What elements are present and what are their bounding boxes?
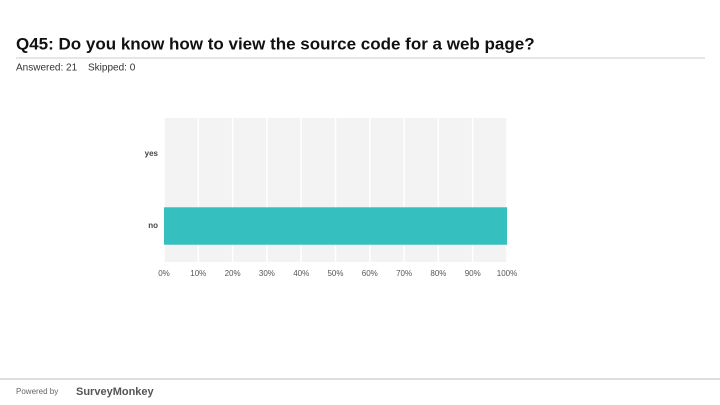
x-tick-label: 20% [225, 269, 241, 278]
x-tick-label: 90% [465, 269, 481, 278]
bar [164, 207, 507, 245]
x-tick-label: 10% [190, 269, 206, 278]
y-tick-label: yes [145, 149, 159, 158]
x-tick-label: 40% [293, 269, 309, 278]
x-tick-label: 0% [158, 269, 170, 278]
x-tick-label: 100% [497, 269, 517, 278]
brand: SurveyMonkey [76, 386, 155, 398]
x-tick-label: 70% [396, 269, 412, 278]
x-tick-label: 80% [430, 269, 446, 278]
y-tick-label: no [148, 221, 158, 230]
footer: Powered by [16, 387, 58, 396]
x-tick-label: 30% [259, 269, 275, 278]
answered: Answered: 21 [16, 63, 78, 74]
chart-title: Q45: Do you know how to view the source … [16, 34, 535, 53]
x-tick-label: 50% [327, 269, 343, 278]
skipped: Skipped: 0 [88, 63, 136, 74]
x-tick-label: 60% [362, 269, 378, 278]
